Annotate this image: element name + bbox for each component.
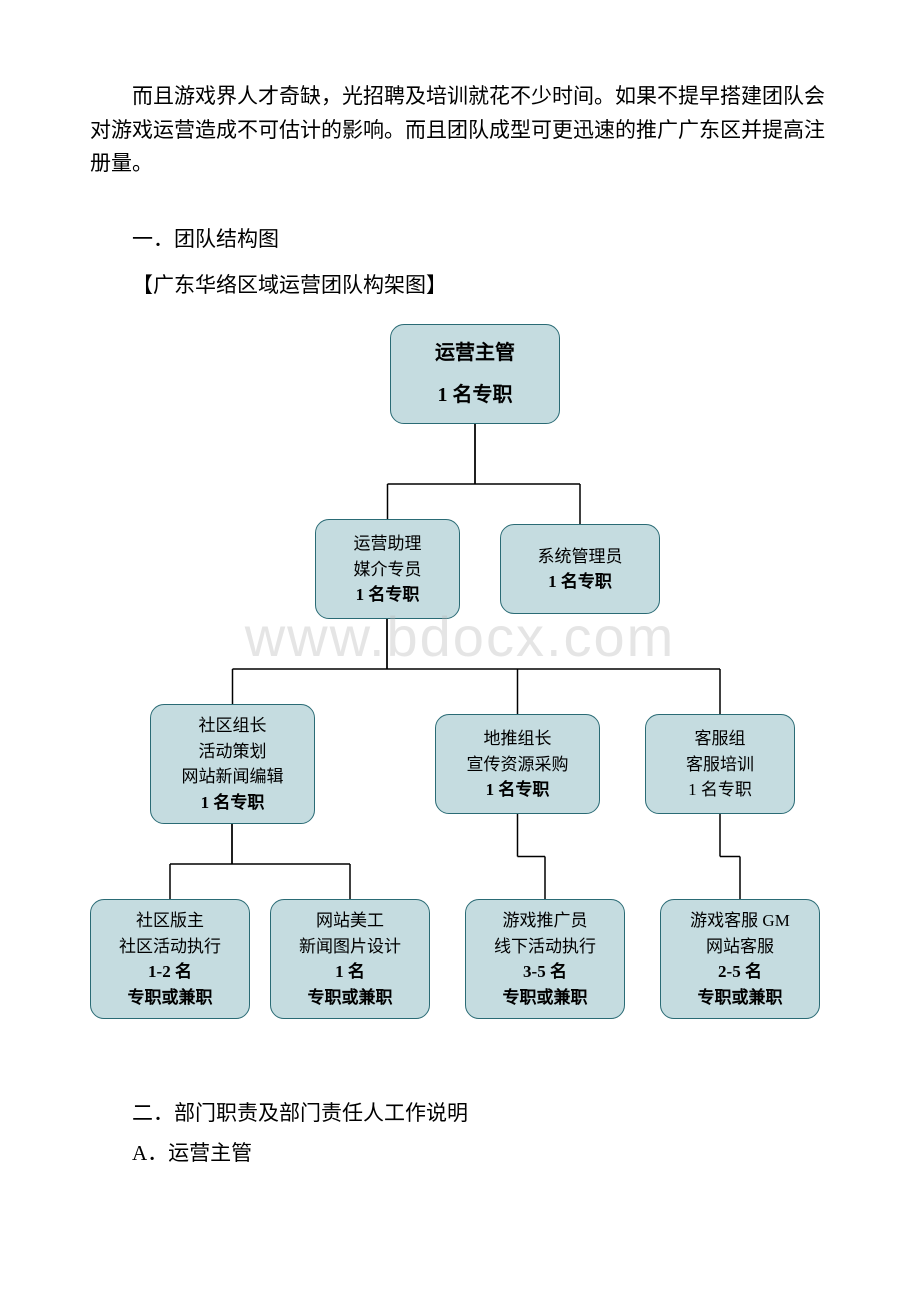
org-node-text: 2-5 名: [718, 959, 762, 985]
section-1-subtitle: 【广东华络区域运营团队构架图】: [132, 267, 830, 305]
org-node-text: 网站美工: [316, 908, 384, 934]
org-node-text: 线下活动执行: [494, 934, 596, 960]
org-node-text: 活动策划: [199, 739, 267, 765]
org-node-text: 系统管理员: [538, 544, 623, 570]
org-node-text: 1 名专职: [356, 582, 420, 608]
section-1-title: 一．团队结构图: [132, 221, 830, 259]
org-node-text: 宣传资源采购: [467, 752, 569, 778]
org-node-text: 社区活动执行: [119, 934, 221, 960]
org-node-text: 1 名专职: [548, 569, 612, 595]
org-node-l4c: 游戏推广员线下活动执行3-5 名专职或兼职: [465, 899, 625, 1019]
org-node-text: 运营主管: [435, 338, 515, 368]
org-node-l4d: 游戏客服 GM网站客服2-5 名专职或兼职: [660, 899, 820, 1019]
org-node-text: 3-5 名: [523, 959, 567, 985]
org-node-text: 1-2 名: [148, 959, 192, 985]
org-node-text: 1 名专职: [688, 777, 752, 803]
org-node-text: 运营助理: [354, 531, 422, 557]
org-node-text: 社区组长: [199, 713, 267, 739]
org-node-l3c: 客服组客服培训1 名专职: [645, 714, 795, 814]
org-chart: www.bdocx.com 运营主管1 名专职运营助理媒介专员1 名专职系统管理…: [90, 324, 830, 1064]
org-node-text: 客服组: [695, 726, 746, 752]
org-node-root: 运营主管 1 名专职: [390, 324, 560, 424]
org-node-l2b: 系统管理员1 名专职: [500, 524, 660, 614]
org-node-text: 媒介专员: [354, 557, 422, 583]
org-node-l4a: 社区版主社区活动执行1-2 名专职或兼职: [90, 899, 250, 1019]
org-node-text: 专职或兼职: [308, 985, 393, 1011]
section-2-title: 二．部门职责及部门责任人工作说明: [132, 1094, 830, 1134]
org-node-l3a: 社区组长活动策划网站新闻编辑1 名专职: [150, 704, 315, 824]
section-2-item-a: A．运营主管: [132, 1134, 830, 1174]
org-node-text: 网站新闻编辑: [182, 764, 284, 790]
org-node-text: 1 名专职: [438, 380, 513, 410]
org-node-l4b: 网站美工新闻图片设计1 名专职或兼职: [270, 899, 430, 1019]
org-node-text: 社区版主: [136, 908, 204, 934]
org-node-text: 客服培训: [686, 752, 754, 778]
org-node-text: 游戏推广员: [503, 908, 588, 934]
org-node-text: 游戏客服 GM: [690, 908, 790, 934]
intro-paragraph: 而且游戏界人才奇缺，光招聘及培训就花不少时间。如果不提早搭建团队会对游戏运营造成…: [90, 80, 830, 181]
org-node-l2a: 运营助理媒介专员1 名专职: [315, 519, 460, 619]
org-node-l3b: 地推组长宣传资源采购1 名专职: [435, 714, 600, 814]
org-node-text: 专职或兼职: [128, 985, 213, 1011]
org-node-text: 1 名专职: [486, 777, 550, 803]
org-node-text: 专职或兼职: [503, 985, 588, 1011]
org-node-text: 1 名: [335, 959, 365, 985]
org-node-text: 地推组长: [484, 726, 552, 752]
org-node-text: 新闻图片设计: [299, 934, 401, 960]
org-node-text: 专职或兼职: [698, 985, 783, 1011]
org-node-text: 1 名专职: [201, 790, 265, 816]
org-node-text: 网站客服: [706, 934, 774, 960]
